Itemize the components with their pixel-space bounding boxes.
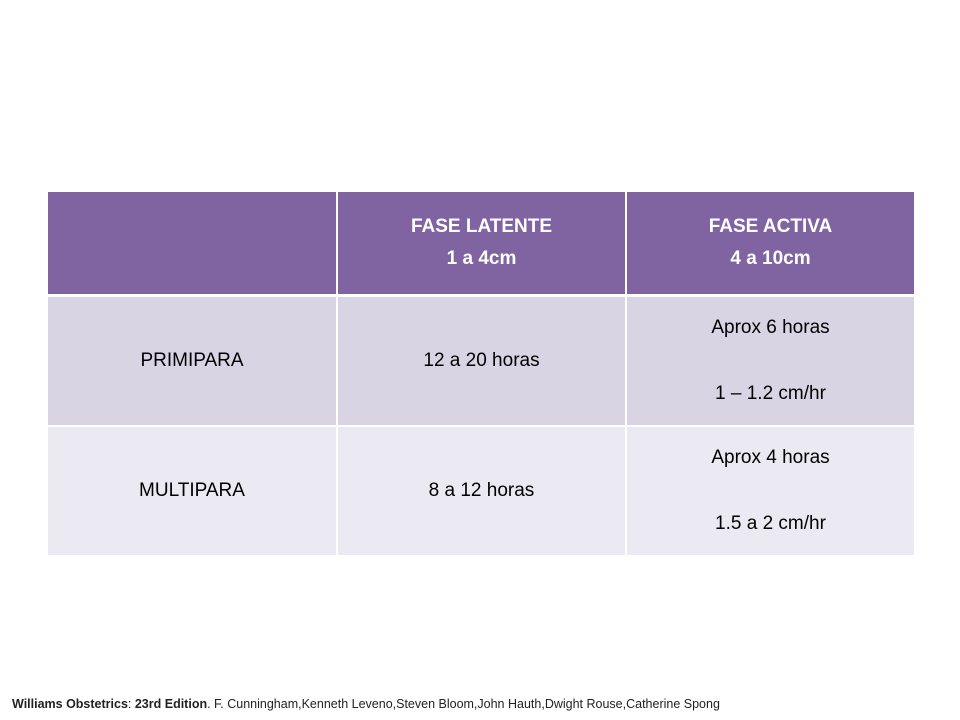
latent-duration: 8 a 12 horas <box>337 426 627 555</box>
dilation-rate: 1.5 a 2 cm/hr <box>715 513 826 534</box>
latent-phase-range: 1 a 4cm <box>446 248 517 269</box>
header-corner-cell <box>48 192 338 297</box>
active-duration: Aprox 4 horas <box>711 447 830 468</box>
table-header-row: FASE LATENTE 1 a 4cm FASE ACTIVA 4 a 10c… <box>48 192 914 297</box>
table-row: PRIMIPARA 12 a 20 horas Aprox 6 horas 1 … <box>48 295 914 427</box>
row-label: PRIMIPARA <box>48 295 338 427</box>
active-phase-range: 4 a 10cm <box>730 248 811 269</box>
header-latent-phase: FASE LATENTE 1 a 4cm <box>337 192 627 297</box>
header-active-phase: FASE ACTIVA 4 a 10cm <box>626 192 914 297</box>
active-duration: Aprox 6 horas <box>711 317 830 338</box>
latent-duration: 12 a 20 horas <box>337 295 627 427</box>
active-phase-cell: Aprox 4 horas 1.5 a 2 cm/hr <box>626 426 914 555</box>
row-label: MULTIPARA <box>48 426 338 555</box>
table-row: MULTIPARA 8 a 12 horas Aprox 4 horas 1.5… <box>48 426 914 555</box>
citation-authors: . F. Cunningham,Kenneth Leveno,Steven Bl… <box>207 697 720 711</box>
citation-book-title: Williams Obstetrics <box>12 697 128 711</box>
citation-edition: 23rd Edition <box>134 697 208 711</box>
labor-phases-table: FASE LATENTE 1 a 4cm FASE ACTIVA 4 a 10c… <box>48 192 914 555</box>
latent-phase-title: FASE LATENTE <box>410 216 553 237</box>
citation-footer: Williams Obstetrics: 23rd Edition. F. Cu… <box>12 697 720 711</box>
dilation-rate: 1 – 1.2 cm/hr <box>715 383 826 404</box>
active-phase-cell: Aprox 6 horas 1 – 1.2 cm/hr <box>626 295 914 427</box>
citation-separator: : <box>127 697 135 711</box>
active-phase-title: FASE ACTIVA <box>708 216 833 237</box>
